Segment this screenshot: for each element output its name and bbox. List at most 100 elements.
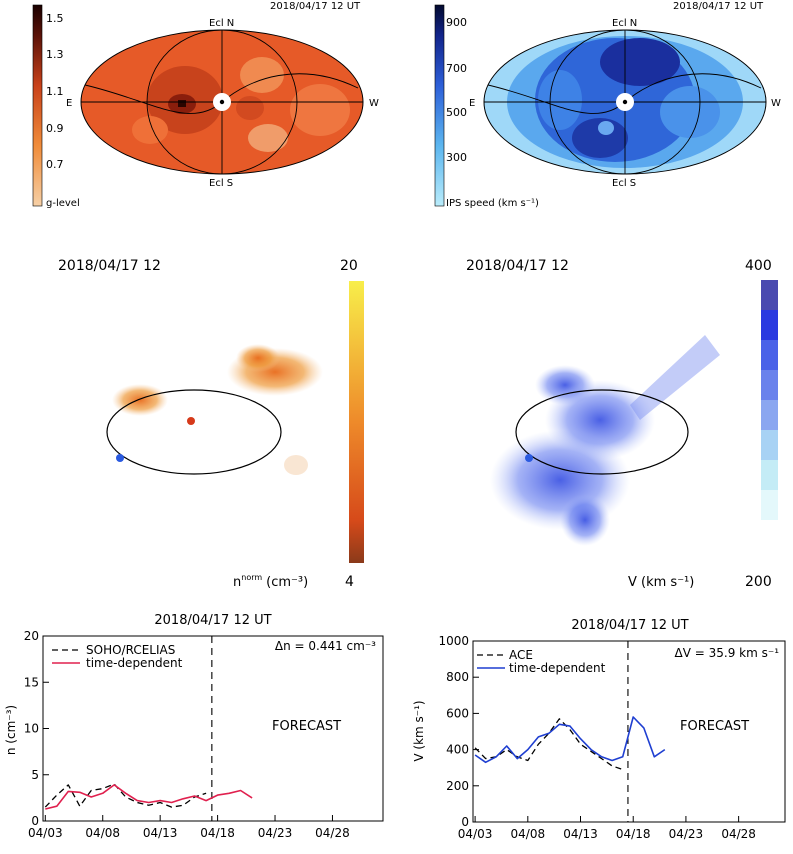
ips-speed-tick: 300	[446, 151, 467, 164]
velocity-ytick-label: 0	[461, 815, 469, 829]
velocity-legend-observed: ACE	[509, 648, 533, 662]
density-chart-forecast: FORECAST	[272, 719, 341, 734]
velocity-timeseries-chart: 2018/04/17 12 UT 04/03 04/08 04/13 04/18 04/…	[412, 618, 786, 841]
density-xtick-label: 04/23	[258, 826, 293, 840]
velocity-view-timestamp: 2018/04/17 12	[466, 258, 569, 274]
velocity-ytick-label: 600	[446, 706, 469, 720]
density-ytick-label: 10	[24, 722, 39, 736]
density-3d-view: 2018/04/17 12 20 4 nnorm (cm⁻³)	[58, 258, 364, 590]
velocity-chart-title: 2018/04/17 12 UT	[571, 618, 688, 633]
density-xtick-label: 04/08	[85, 826, 120, 840]
ips-speed-colorbar-ticks: 900 700 500 300	[446, 16, 467, 164]
g-level-tick: 0.7	[46, 158, 64, 171]
density-chart-frame	[42, 635, 384, 822]
ips-speed-map-west-label: W	[771, 98, 781, 109]
velocity-series-observed-line	[474, 718, 623, 771]
velocity-colorbar-max: 400	[745, 258, 772, 274]
g-level-tick: 1.3	[46, 48, 64, 61]
velocity-colorbar	[761, 280, 778, 520]
g-level-sky-map: 1.5 1.3 1.1 0.9 0.7 g-level 2018/04/17 1…	[32, 1, 379, 209]
g-level-map-structures	[132, 57, 350, 152]
density-ytick-label: 5	[31, 768, 39, 782]
ips-speed-map-sun-center	[622, 99, 628, 105]
velocity-chart-ylabel: V (km s⁻¹)	[412, 700, 426, 761]
density-timeseries-chart: 2018/04/17 12 UT 04/03 04/08 04/13 04/18 04/…	[4, 613, 384, 840]
density-xtick-label: 04/03	[28, 826, 63, 840]
velocity-legend-model: time-dependent	[509, 661, 606, 675]
density-label-base: n	[233, 575, 241, 590]
velocity-chart-marks: 04/03 04/08 04/13 04/18 04/23 04/28 0 200 400 600…	[438, 634, 755, 841]
velocity-colorbar-min: 200	[745, 574, 772, 590]
velocity-ytick-label: 800	[446, 670, 469, 684]
ips-speed-sky-map: 900 700 500 300 IPS speed (km s⁻¹) 2018/…	[434, 1, 781, 209]
density-ytick-label: 15	[24, 675, 39, 689]
density-xtick-label: 04/28	[315, 826, 350, 840]
velocity-chart-delta: ΔV = 35.9 km s⁻¹	[675, 646, 780, 660]
density-series-observed-line	[44, 783, 207, 808]
velocity-earth-marker	[525, 454, 533, 462]
g-level-map-south-label: Ecl S	[209, 178, 233, 189]
density-ytick-label: 20	[24, 629, 39, 643]
velocity-xtick-label: 04/23	[669, 827, 704, 841]
g-level-map-sun-center	[219, 99, 225, 105]
density-chart-marks: 04/03 04/08 04/13 04/18 04/23 04/28 0 5 10 15 20	[24, 629, 350, 840]
density-xtick-label: 04/13	[143, 826, 178, 840]
g-level-map-west-label: W	[369, 98, 379, 109]
density-legend-observed: SOHO/RCELIAS	[86, 643, 175, 657]
velocity-earth-orbit	[515, 389, 689, 475]
velocity-xtick-label: 04/28	[721, 827, 756, 841]
g-level-tick: 0.9	[46, 122, 64, 135]
ips-speed-tick: 900	[446, 16, 467, 29]
density-chart-delta: Δn = 0.441 cm⁻³	[275, 639, 376, 653]
ips-speed-map-south-label: Ecl S	[612, 178, 636, 189]
density-earth-marker	[116, 454, 124, 462]
g-level-map-north-label: Ecl N	[209, 18, 234, 29]
g-level-map-timestamp: 2018/04/17 12 UT	[270, 1, 361, 12]
density-xtick-label: 04/18	[200, 826, 235, 840]
velocity-series-model-line	[474, 716, 666, 764]
density-colorbar-max: 20	[340, 258, 358, 274]
velocity-ytick-label: 1000	[438, 634, 469, 648]
velocity-3d-view: 2018/04/17 12 400 200 V (km s⁻¹)	[466, 258, 778, 590]
g-level-tick: 1.5	[46, 12, 64, 25]
density-label-sup: norm	[241, 573, 262, 582]
velocity-xtick-label: 04/03	[458, 827, 493, 841]
density-view-timestamp: 2018/04/17 12	[58, 258, 161, 274]
density-label-unit: (cm⁻³)	[266, 575, 308, 590]
velocity-cme-blob	[560, 494, 610, 546]
g-level-colorbar	[32, 4, 43, 207]
density-ytick-label: 0	[31, 814, 39, 828]
ips-speed-colorbar-label: IPS speed (km s⁻¹)	[446, 198, 539, 209]
velocity-xtick-label: 04/08	[511, 827, 546, 841]
density-colorbar-min: 4	[345, 574, 354, 590]
density-legend-model: time-dependent	[86, 656, 183, 670]
ips-speed-map-timestamp: 2018/04/17 12 UT	[673, 1, 764, 12]
density-cme-blob	[284, 455, 308, 475]
density-sun-marker	[187, 417, 195, 425]
g-level-colorbar-ticks: 1.5 1.3 1.1 0.9 0.7	[46, 12, 64, 171]
velocity-xtick-label: 04/13	[563, 827, 598, 841]
ips-speed-map-east-label: E	[469, 98, 475, 109]
velocity-chart-forecast: FORECAST	[680, 719, 749, 734]
density-cme-blob	[236, 344, 280, 372]
density-colorbar-label: nnorm (cm⁻³)	[233, 573, 308, 590]
density-chart-ylabel: n (cm⁻³)	[4, 705, 18, 755]
velocity-ytick-label: 400	[446, 743, 469, 757]
velocity-ytick-label: 200	[446, 779, 469, 793]
velocity-xtick-label: 04/18	[616, 827, 651, 841]
velocity-cme-jet	[630, 335, 720, 420]
density-series-model-line	[45, 784, 253, 810]
ips-speed-map-north-label: Ecl N	[612, 18, 637, 29]
velocity-chart-frame	[472, 640, 786, 823]
g-level-map-east-label: E	[66, 98, 72, 109]
density-colorbar	[349, 281, 364, 563]
ips-speed-tick: 700	[446, 62, 467, 75]
density-chart-title: 2018/04/17 12 UT	[154, 613, 271, 628]
density-cme-blob	[112, 384, 168, 416]
g-level-tick: 1.1	[46, 85, 64, 98]
density-earth-orbit	[106, 389, 282, 475]
velocity-cme-blob	[545, 380, 655, 460]
velocity-colorbar-label: V (km s⁻¹)	[628, 575, 694, 590]
